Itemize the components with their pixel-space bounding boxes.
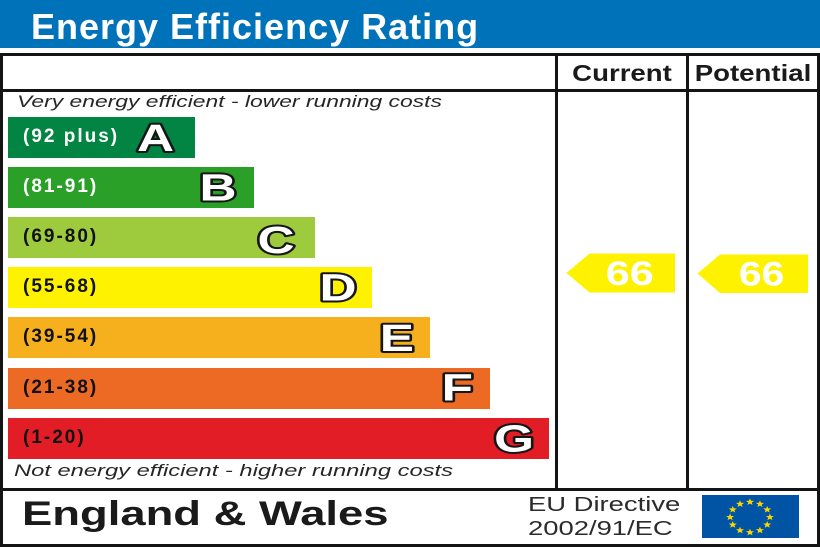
svg-text:66: 66 xyxy=(606,255,654,293)
svg-text:D: D xyxy=(319,266,356,309)
svg-text:G: G xyxy=(494,417,534,460)
svg-text:66: 66 xyxy=(739,255,784,293)
svg-text:C: C xyxy=(257,219,294,262)
svg-text:A: A xyxy=(137,117,174,160)
svg-text:E: E xyxy=(380,317,414,360)
svg-text:B: B xyxy=(199,166,236,209)
svg-text:F: F xyxy=(442,366,473,409)
